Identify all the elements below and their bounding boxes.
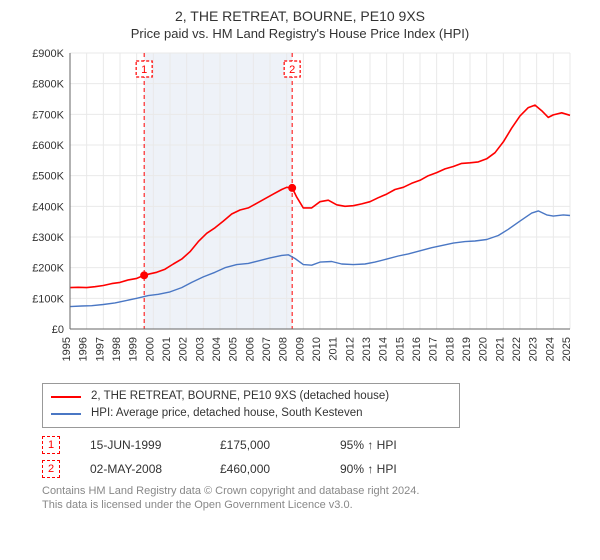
svg-text:£100K: £100K: [32, 293, 64, 305]
svg-text:2001: 2001: [161, 337, 173, 361]
svg-text:2000: 2000: [144, 337, 156, 361]
license-line-1: Contains HM Land Registry data © Crown c…: [42, 484, 562, 499]
sale-date: 02-MAY-2008: [90, 462, 190, 476]
svg-text:2017: 2017: [428, 337, 440, 361]
svg-text:1999: 1999: [128, 337, 140, 361]
license-line-2: This data is licensed under the Open Gov…: [42, 498, 562, 513]
legend-label: 2, THE RETREAT, BOURNE, PE10 9XS (detach…: [91, 388, 389, 405]
svg-text:2009: 2009: [294, 337, 306, 361]
svg-text:2015: 2015: [394, 337, 406, 361]
svg-text:£300K: £300K: [32, 232, 64, 244]
svg-text:1: 1: [141, 64, 147, 76]
svg-text:£600K: £600K: [32, 140, 64, 152]
sale-price: £175,000: [220, 438, 310, 452]
svg-text:1998: 1998: [111, 337, 123, 361]
legend-row: HPI: Average price, detached house, Sout…: [51, 405, 451, 422]
svg-text:2003: 2003: [194, 337, 206, 361]
svg-text:2021: 2021: [494, 337, 506, 361]
title-line-2: Price paid vs. HM Land Registry's House …: [8, 26, 592, 41]
svg-text:2018: 2018: [444, 337, 456, 361]
svg-text:2013: 2013: [361, 337, 373, 361]
legend-box: 2, THE RETREAT, BOURNE, PE10 9XS (detach…: [42, 383, 460, 428]
svg-text:2010: 2010: [311, 337, 323, 361]
svg-text:2: 2: [289, 64, 295, 76]
svg-text:£500K: £500K: [32, 171, 64, 183]
svg-text:2006: 2006: [244, 337, 256, 361]
sale-row: 2 02-MAY-2008 £460,000 90% ↑ HPI: [42, 460, 592, 478]
svg-text:£0: £0: [52, 324, 64, 336]
svg-text:2005: 2005: [228, 337, 240, 361]
sale-date: 15-JUN-1999: [90, 438, 190, 452]
sale-marker: 1: [42, 436, 60, 454]
svg-text:1997: 1997: [94, 337, 106, 361]
svg-text:£700K: £700K: [32, 109, 64, 121]
sale-row: 1 15-JUN-1999 £175,000 95% ↑ HPI: [42, 436, 592, 454]
svg-text:£400K: £400K: [32, 201, 64, 213]
legend-swatch: [51, 396, 81, 398]
svg-text:2023: 2023: [528, 337, 540, 361]
chart-title-block: 2, THE RETREAT, BOURNE, PE10 9XS Price p…: [8, 8, 592, 41]
svg-text:2004: 2004: [211, 337, 223, 361]
sale-marker: 2: [42, 460, 60, 478]
svg-text:2014: 2014: [378, 337, 390, 361]
legend-row: 2, THE RETREAT, BOURNE, PE10 9XS (detach…: [51, 388, 451, 405]
svg-text:2024: 2024: [544, 337, 556, 361]
svg-text:£800K: £800K: [32, 79, 64, 91]
svg-text:2002: 2002: [178, 337, 190, 361]
sales-table: 1 15-JUN-1999 £175,000 95% ↑ HPI 2 02-MAY-200…: [42, 436, 592, 478]
svg-text:2011: 2011: [328, 337, 340, 361]
svg-text:2007: 2007: [261, 337, 273, 361]
sale-hpi-relation: 95% ↑ HPI: [340, 438, 440, 452]
svg-text:2022: 2022: [511, 337, 523, 361]
svg-text:2019: 2019: [461, 337, 473, 361]
sale-price: £460,000: [220, 462, 310, 476]
svg-text:£900K: £900K: [32, 48, 64, 60]
svg-text:2008: 2008: [278, 337, 290, 361]
chart-area: £0 £100K £200K £300K £400K £500K £600K £700K £80…: [20, 47, 580, 377]
svg-text:2020: 2020: [478, 337, 490, 361]
sale-hpi-relation: 90% ↑ HPI: [340, 462, 440, 476]
svg-text:1995: 1995: [61, 337, 73, 361]
svg-text:1996: 1996: [78, 337, 90, 361]
title-line-1: 2, THE RETREAT, BOURNE, PE10 9XS: [8, 8, 592, 24]
svg-text:2012: 2012: [344, 337, 356, 361]
legend-label: HPI: Average price, detached house, Sout…: [91, 405, 363, 422]
legend-swatch: [51, 413, 81, 415]
license-text: Contains HM Land Registry data © Crown c…: [42, 484, 562, 514]
svg-text:2016: 2016: [411, 337, 423, 361]
svg-text:£200K: £200K: [32, 263, 64, 275]
line-chart-svg: £0 £100K £200K £300K £400K £500K £600K £700K £80…: [20, 47, 580, 377]
svg-text:2025: 2025: [561, 337, 573, 361]
